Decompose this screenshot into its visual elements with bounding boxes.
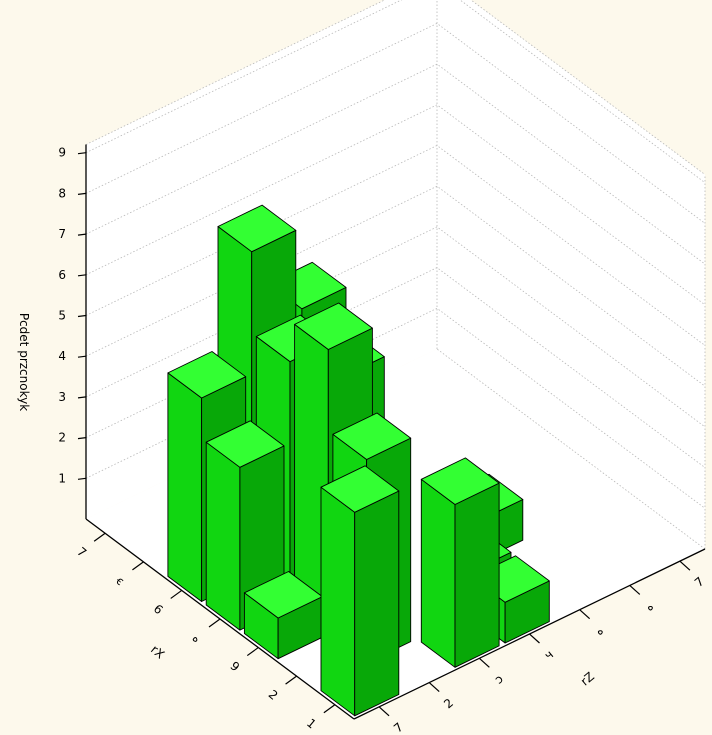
y-tick-mark — [77, 233, 87, 236]
gridline — [85, 63, 706, 265]
z-tick-mark — [529, 633, 540, 644]
bar-face-front — [167, 372, 203, 602]
x-tick-label: 6 — [151, 602, 166, 618]
x-tick-mark — [246, 647, 259, 657]
gridline — [85, 104, 706, 306]
bar-face-top — [205, 420, 285, 468]
x-tick-label: 7 — [74, 544, 89, 560]
gridline — [85, 22, 706, 224]
z-tick-mark — [579, 609, 591, 620]
y-tick-label: 5 — [58, 309, 66, 323]
bar-face-front — [320, 486, 356, 717]
z-tick-mark — [378, 706, 390, 717]
z-axis-label: rZ — [578, 669, 597, 688]
x-tick-mark — [170, 589, 183, 599]
y-tick-mark — [77, 477, 87, 480]
z-tick-label: ه — [592, 623, 606, 638]
bar-face-side — [354, 490, 400, 717]
bar — [243, 571, 323, 660]
z-tick-label: 7 — [391, 720, 406, 735]
gridline-top — [85, 0, 706, 175]
bar-face-top — [420, 457, 500, 505]
back-wall-right — [437, 0, 705, 549]
y-tick-label: 2 — [58, 431, 66, 445]
z-tick-label: ɔ — [492, 672, 506, 687]
bar-face-top — [332, 412, 412, 460]
z-tick-mark — [629, 584, 641, 595]
bar-face-top — [320, 465, 400, 513]
gridline — [85, 185, 706, 387]
y-tick-label: 4 — [58, 349, 66, 363]
y-tick-mark — [77, 437, 87, 440]
gridline — [85, 145, 706, 346]
x-tick-label: ꞓ — [113, 574, 127, 589]
y-tick-mark — [77, 274, 87, 277]
y-tick-mark — [77, 314, 87, 318]
bar-face-front — [420, 478, 456, 668]
bar — [420, 457, 500, 668]
gridline — [85, 0, 706, 184]
x-tick-label: 9 — [227, 659, 242, 675]
z-tick-mark — [478, 657, 490, 668]
y-tick-label: 1 — [58, 471, 66, 485]
bar-face-top — [167, 351, 247, 399]
x-tick-mark — [208, 618, 221, 628]
x-tick-mark — [285, 675, 297, 685]
x-tick-label: 2 — [266, 687, 281, 703]
z-tick-mark — [679, 560, 691, 571]
y-axis-label: Pcdet przcnokyk — [17, 313, 31, 411]
x-tick-mark — [323, 704, 336, 714]
z-tick-label: ه — [642, 599, 656, 614]
y-tick-label: 3 — [58, 390, 66, 404]
y-tick-mark — [77, 192, 87, 195]
x-axis-label: rX — [148, 642, 167, 661]
x-tick-label: ه — [190, 631, 204, 646]
bar-face-side — [454, 482, 500, 668]
y-tick-label: 6 — [58, 268, 66, 282]
bar — [320, 465, 400, 717]
y-tick-mark — [77, 396, 87, 399]
z-tick-label: ч — [542, 647, 556, 662]
bar-face-top — [217, 204, 297, 253]
y-tick-label: 7 — [58, 227, 66, 241]
y-tick-mark — [77, 152, 87, 155]
gridline — [85, 226, 706, 428]
bar-face-top — [243, 571, 323, 619]
y-tick-mark — [77, 355, 87, 358]
z-tick-mark — [428, 682, 440, 693]
z-tick-label: 7 — [692, 574, 707, 590]
bars — [167, 204, 550, 717]
axes — [77, 144, 706, 720]
y-tick-label: 8 — [58, 186, 66, 200]
z-tick-label: 2 — [441, 696, 456, 712]
bar-face-top — [294, 302, 373, 350]
x-tick-mark — [93, 532, 106, 542]
x-tick-mark — [132, 561, 144, 571]
y-tick-label: 9 — [58, 146, 66, 160]
x-tick-label: 1 — [304, 716, 319, 732]
bar-face-front — [205, 441, 241, 631]
